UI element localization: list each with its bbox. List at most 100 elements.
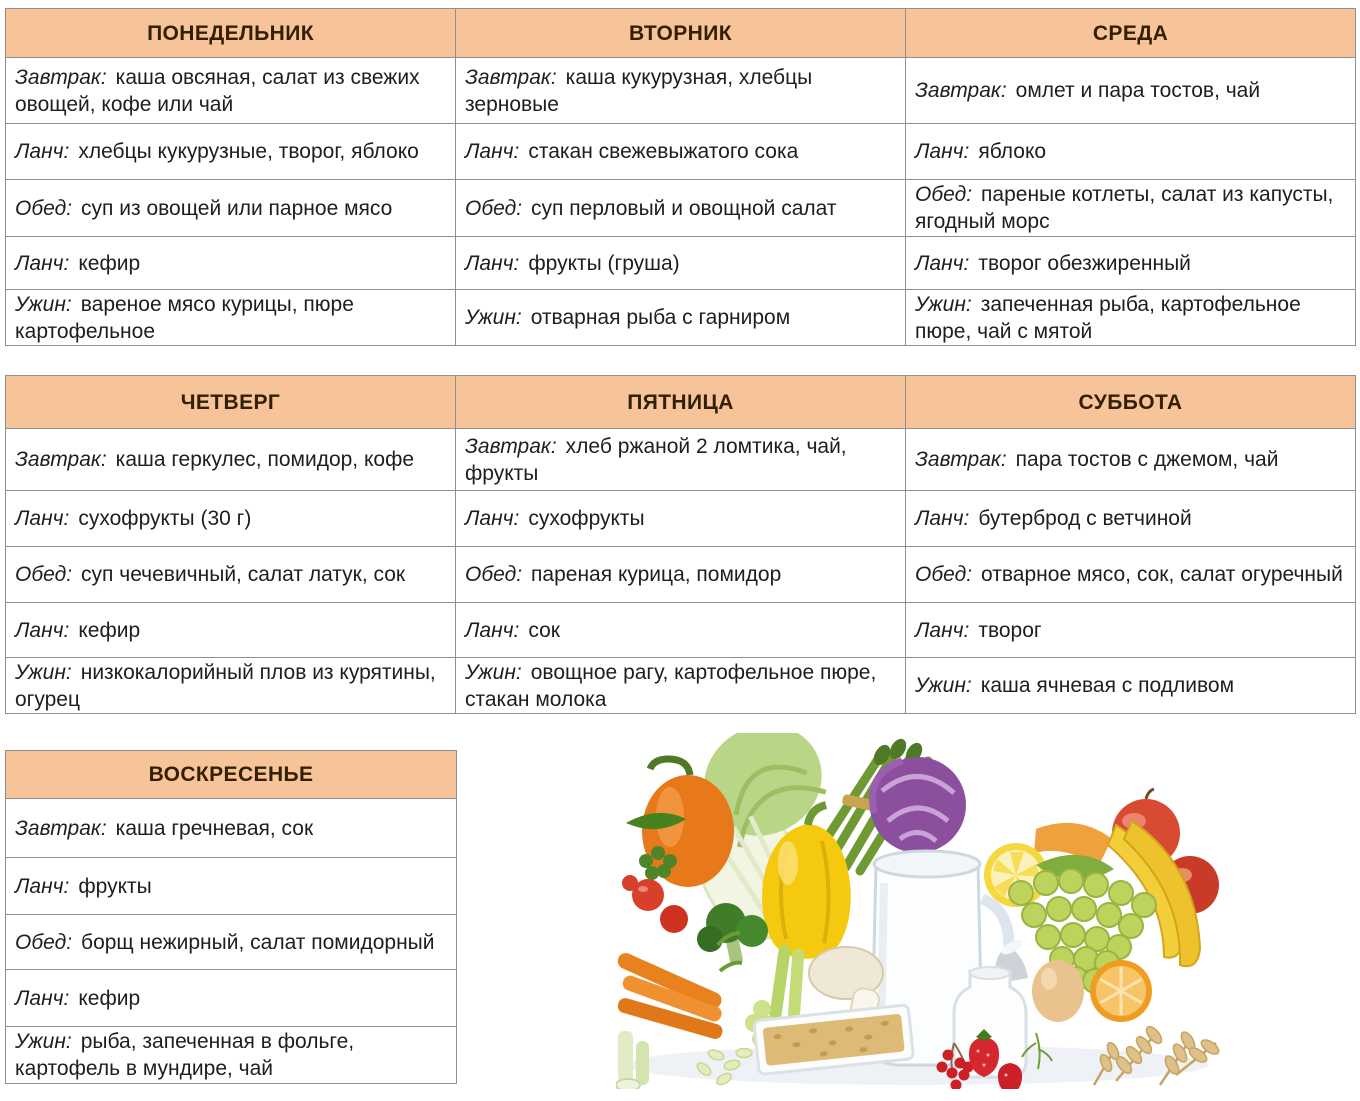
day-header-monday: ПОНЕДЕЛЬНИК bbox=[6, 9, 456, 58]
meal-label: Обед: bbox=[915, 183, 973, 206]
meal-cell: Ланч: сок bbox=[456, 603, 906, 658]
meal-text: борщ нежирный, салат помидорный bbox=[81, 930, 435, 954]
meal-entry: Ланч: бутерброд с ветчиной bbox=[915, 505, 1192, 532]
meal-entry: Обед: пареные котлеты, салат из капусты, … bbox=[915, 181, 1345, 235]
meal-entry: Ланч: фрукты (груша) bbox=[465, 250, 680, 277]
meal-text: сухофрукты bbox=[528, 507, 645, 530]
meal-text: сок bbox=[528, 618, 560, 642]
meal-cell: Ланч: кефир bbox=[6, 237, 456, 290]
meal-label: Обед: bbox=[915, 563, 973, 586]
meal-entry: Завтрак: пара тостов с джемом, чай bbox=[915, 446, 1278, 473]
wheat-ears bbox=[1092, 1025, 1220, 1086]
meal-label: Обед: bbox=[15, 930, 73, 954]
meal-cell: Ланч: хлебцы кукурузные, творог, яблоко bbox=[6, 124, 456, 180]
meal-text: бутерброд с ветчиной bbox=[978, 507, 1192, 530]
meal-label: Обед: bbox=[465, 563, 523, 586]
meal-entry: Ланч: сухофрукты bbox=[465, 505, 645, 532]
meal-cell: Обед: суп перловый и овощной салат bbox=[456, 180, 906, 237]
meal-cell: Ужин: вареное мясо курицы, пюре картофель… bbox=[6, 290, 456, 346]
meal-entry: Завтрак: хлеб ржаной 2 ломтика, чай, фрук… bbox=[465, 433, 895, 487]
day-header-thursday: ЧЕТВЕРГ bbox=[6, 376, 456, 429]
meal-cell: Завтрак: хлеб ржаной 2 ломтика, чай, фрук… bbox=[456, 429, 906, 491]
day-header-friday: ПЯТНИЦА bbox=[456, 376, 906, 429]
meal-label: Ланч: bbox=[15, 507, 70, 530]
meal-text: каша кукурузная, хлебцы зерновые bbox=[465, 65, 813, 116]
meal-label: Обед: bbox=[15, 196, 73, 220]
meal-entry: Ужин: низкокалорийный плов из курятины, о… bbox=[15, 659, 445, 713]
meal-entry: Ланч: творог bbox=[915, 617, 1042, 644]
meal-cell: Ланч: стакан свежевыжатого сока bbox=[456, 124, 906, 180]
meal-entry: Ланч: творог обезжиренный bbox=[915, 250, 1191, 277]
meal-text: рыба, запеченная в фольге, картофель в м… bbox=[15, 1030, 355, 1080]
meal-cell: Ланч: творог bbox=[906, 603, 1356, 658]
meal-entry: Завтрак: каша геркулес, помидор, кофе bbox=[15, 446, 414, 473]
meal-text: яблоко bbox=[978, 140, 1047, 163]
meal-label: Завтрак: bbox=[15, 65, 107, 89]
meal-entry: Обед: суп перловый и овощной салат bbox=[465, 195, 836, 222]
meal-text: пареные котлеты, салат из капусты, ягодн… bbox=[915, 183, 1334, 233]
day-header-sunday: ВОСКРЕСЕНЬЕ bbox=[6, 751, 457, 799]
meal-cell: Ланч: кефир bbox=[6, 603, 456, 658]
meal-label: Ланч: bbox=[465, 507, 520, 530]
meal-text: вареное мясо курицы, пюре картофельное bbox=[15, 292, 354, 343]
meal-entry: Ланч: фрукты bbox=[15, 873, 152, 900]
meal-text: низкокалорийный плов из курятины, огурец bbox=[15, 660, 436, 711]
carrots bbox=[617, 931, 743, 1039]
meal-entry: Завтрак: каша гречневая, сок bbox=[15, 815, 313, 842]
meal-label: Ужин: bbox=[465, 660, 522, 684]
meal-cell: Ужин: овощное рагу, картофельное пюре, ст… bbox=[456, 658, 906, 714]
meal-label: Ланч: bbox=[15, 140, 70, 163]
meal-label: Ланч: bbox=[915, 618, 970, 642]
meal-cell: Обед: борщ нежирный, салат помидорный bbox=[6, 915, 457, 970]
meal-entry: Обед: пареная курица, помидор bbox=[465, 561, 781, 588]
bananas bbox=[1106, 819, 1202, 968]
meal-entry: Ужин: овощное рагу, картофельное пюре, ст… bbox=[465, 659, 895, 713]
tomatoes bbox=[622, 875, 688, 933]
meal-label: Ужин: bbox=[915, 292, 972, 316]
meal-entry: Ланч: кефир bbox=[15, 985, 140, 1012]
meal-label: Ужин: bbox=[915, 674, 972, 697]
meal-label: Ужин: bbox=[465, 306, 522, 329]
meal-text: овощное рагу, картофельное пюре, стакан … bbox=[465, 660, 877, 711]
meal-text: суп из овощей или парное мясо bbox=[81, 196, 393, 220]
leek bbox=[615, 1031, 649, 1092]
meal-entry: Ужин: вареное мясо курицы, пюре картофель… bbox=[15, 291, 445, 345]
meal-cell: Завтрак: омлет и пара тостов, чай bbox=[906, 58, 1356, 124]
green-chili bbox=[626, 812, 686, 830]
meal-text: фрукты bbox=[78, 874, 152, 898]
currants bbox=[936, 1042, 974, 1091]
meal-cell: Обед: отварное мясо, сок, салат огуречный bbox=[906, 547, 1356, 603]
meal-label: Ланч: bbox=[915, 251, 970, 275]
meal-label: Ланч: bbox=[15, 618, 70, 642]
meal-entry: Обед: борщ нежирный, салат помидорный bbox=[15, 929, 435, 956]
meal-entry: Завтрак: омлет и пара тостов, чай bbox=[915, 77, 1260, 104]
meal-text: пара тостов с джемом, чай bbox=[1015, 448, 1279, 471]
yellow-bell-pepper bbox=[762, 801, 851, 959]
meal-cell: Ужин: низкокалорийный плов из курятины, о… bbox=[6, 658, 456, 714]
meal-label: Ланч: bbox=[465, 140, 520, 163]
meal-entry: Обед: суп чечевичный, салат латук, сок bbox=[15, 561, 405, 588]
meal-text: каша овсяная, салат из свежих овощей, ко… bbox=[15, 65, 420, 116]
meal-entry: Ужин: каша ячневая с подливом bbox=[915, 672, 1234, 699]
meal-label: Завтрак: bbox=[15, 448, 107, 471]
meal-text: отварная рыба с гарниром bbox=[530, 306, 791, 329]
meal-label: Завтрак: bbox=[915, 448, 1007, 471]
pumpkin-seeds bbox=[696, 1047, 753, 1086]
strawberries bbox=[968, 1029, 1023, 1095]
meal-text: каша геркулес, помидор, кофе bbox=[115, 448, 415, 471]
meal-entry: Обед: суп из овощей или парное мясо bbox=[15, 195, 392, 222]
meal-cell: Завтрак: каша геркулес, помидор, кофе bbox=[6, 429, 456, 491]
meal-label: Ланч: bbox=[915, 507, 970, 530]
meal-label: Обед: bbox=[465, 196, 523, 220]
meal-label: Ужин: bbox=[15, 660, 72, 684]
meal-cell: Ланч: фрукты (груша) bbox=[456, 237, 906, 290]
dill-sprig bbox=[1021, 1032, 1053, 1070]
meal-label: Ланч: bbox=[15, 874, 70, 898]
menu-table-thu-sat: ЧЕТВЕРГ Завтрак: каша геркулес, помидор, … bbox=[5, 375, 1356, 714]
meal-label: Завтрак: bbox=[915, 79, 1007, 102]
meal-entry: Ланч: кефир bbox=[15, 250, 140, 277]
meal-text: хлеб ржаной 2 ломтика, чай, фрукты bbox=[465, 434, 847, 485]
meal-cell: Обед: суп из овощей или парное мясо bbox=[6, 180, 456, 237]
meal-cell: Завтрак: каша овсяная, салат из свежих ов… bbox=[6, 58, 456, 124]
meal-entry: Ужин: отварная рыба с гарниром bbox=[465, 304, 790, 331]
